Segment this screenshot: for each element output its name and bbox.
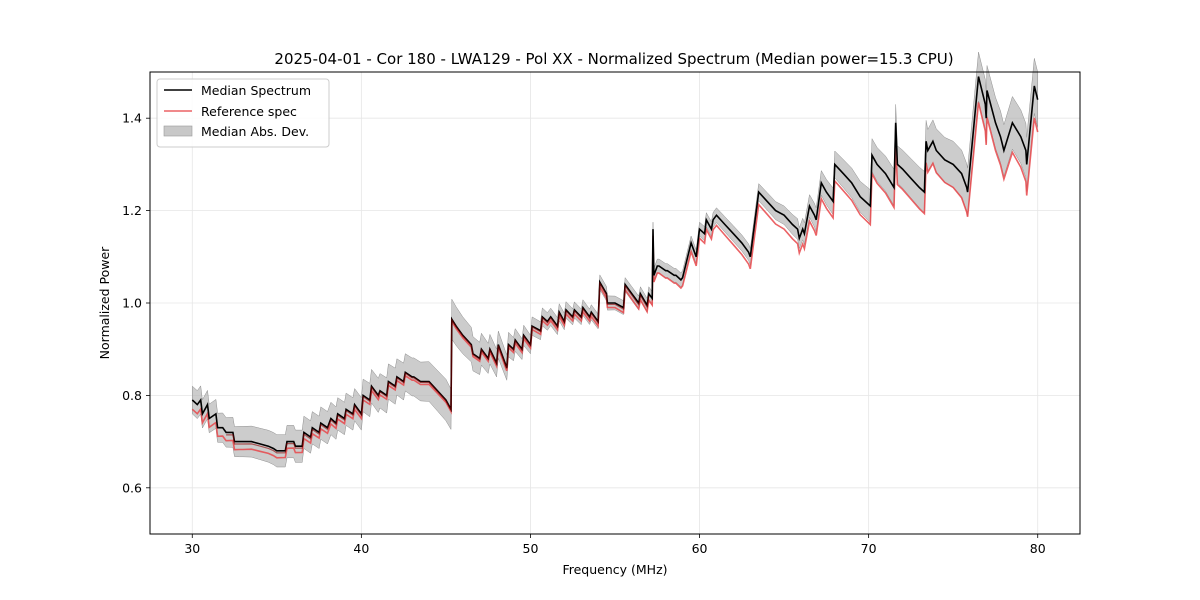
reference-spec-line bbox=[191, 102, 1039, 459]
y-tick-label: 0.8 bbox=[122, 388, 142, 403]
legend-swatch-mad bbox=[163, 125, 193, 137]
x-tick-label: 70 bbox=[861, 541, 877, 556]
x-tick-label: 30 bbox=[184, 541, 200, 556]
y-tick-label: 1.4 bbox=[122, 111, 142, 126]
legend: Median Spectrum Reference spec Median Ab… bbox=[156, 78, 330, 148]
chart-title: 2025-04-01 - Cor 180 - LWA129 - Pol XX -… bbox=[274, 50, 953, 68]
mad-band bbox=[192, 52, 1038, 468]
x-tick-label: 60 bbox=[692, 541, 708, 556]
series-layer bbox=[191, 76, 1039, 459]
y-tick-label: 1.0 bbox=[122, 296, 142, 311]
x-tick-label: 50 bbox=[523, 541, 539, 556]
legend-label-median: Median Spectrum bbox=[201, 83, 311, 98]
x-axis-label: Frequency (MHz) bbox=[562, 562, 667, 577]
y-axis: 0.6 0.8 1.0 1.2 1.4 bbox=[122, 111, 150, 495]
y-tick-label: 0.6 bbox=[122, 480, 142, 495]
reference-overlap-line bbox=[226, 281, 650, 454]
y-axis-label: Normalized Power bbox=[97, 246, 112, 360]
legend-label-reference: Reference spec bbox=[201, 104, 297, 119]
x-tick-label: 80 bbox=[1030, 541, 1046, 556]
x-axis: 30 40 50 60 70 80 bbox=[184, 534, 1046, 556]
legend-box bbox=[156, 78, 330, 148]
x-tick-label: 40 bbox=[353, 541, 369, 556]
mad-band-layer bbox=[192, 52, 1038, 468]
y-tick-label: 1.2 bbox=[122, 203, 142, 218]
legend-label-mad: Median Abs. Dev. bbox=[201, 124, 309, 139]
